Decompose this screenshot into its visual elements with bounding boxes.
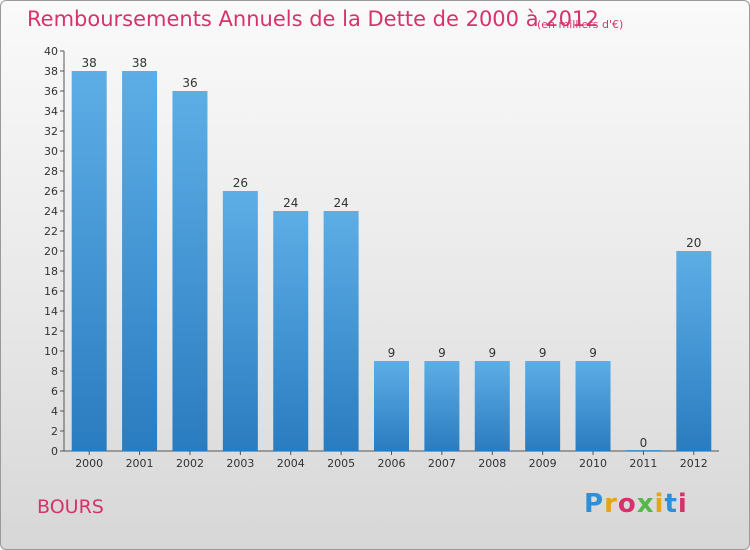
chart-bars: 38 38 36 26 24 24 9 9 9 9 9 0 20 bbox=[71, 56, 712, 451]
bar-2000 bbox=[71, 71, 107, 451]
bar-2003 bbox=[222, 191, 258, 451]
x-tick-label: 2003 bbox=[226, 457, 254, 470]
bar-2008 bbox=[474, 361, 510, 451]
y-tick-label: 24 bbox=[44, 205, 58, 218]
y-tick-label: 18 bbox=[44, 265, 58, 278]
data-label-2009: 9 bbox=[539, 346, 547, 360]
y-tick-label: 2 bbox=[51, 425, 58, 438]
data-label-2005: 24 bbox=[333, 196, 348, 210]
y-tick-label: 34 bbox=[44, 105, 58, 118]
data-label-2012: 20 bbox=[686, 236, 701, 250]
place-name: BOURS bbox=[37, 496, 104, 518]
y-tick-label: 40 bbox=[44, 45, 58, 58]
y-tick-label: 14 bbox=[44, 305, 58, 318]
x-tick-label: 2009 bbox=[529, 457, 557, 470]
y-tick-label: 26 bbox=[44, 185, 58, 198]
data-label-2011: 0 bbox=[640, 436, 648, 450]
x-tick-label: 2008 bbox=[478, 457, 506, 470]
x-tick-label: 2011 bbox=[629, 457, 657, 470]
data-label-2008: 9 bbox=[488, 346, 496, 360]
y-tick-label: 16 bbox=[44, 285, 58, 298]
data-label-2006: 9 bbox=[388, 346, 396, 360]
bar-2002 bbox=[172, 91, 208, 451]
y-tick-label: 36 bbox=[44, 85, 58, 98]
bar-2001 bbox=[122, 71, 158, 451]
logo-letter: r bbox=[604, 489, 618, 519]
y-tick-label: 4 bbox=[51, 405, 58, 418]
bar-2011 bbox=[625, 450, 661, 451]
x-tick-label: 2007 bbox=[428, 457, 456, 470]
x-tick-label: 2010 bbox=[579, 457, 607, 470]
x-tick-label: 2000 bbox=[75, 457, 103, 470]
chart-unit: (en milliers d'€) bbox=[537, 18, 624, 31]
bar-2005 bbox=[323, 211, 359, 451]
bar-2006 bbox=[374, 361, 409, 451]
logo-letter: P bbox=[584, 489, 605, 519]
x-tick-label: 2001 bbox=[126, 457, 154, 470]
data-label-2002: 36 bbox=[182, 76, 197, 90]
logo-letter: o bbox=[617, 489, 637, 519]
logo-letter: t bbox=[664, 489, 678, 519]
y-tick-label: 28 bbox=[44, 165, 58, 178]
data-label-2004: 24 bbox=[283, 196, 298, 210]
x-tick-label: 2004 bbox=[277, 457, 305, 470]
chart-axes: 0246810121416182022242628303234363840200… bbox=[44, 45, 719, 470]
data-label-2010: 9 bbox=[589, 346, 597, 360]
data-label-2001: 38 bbox=[132, 56, 147, 70]
y-tick-label: 6 bbox=[51, 385, 58, 398]
x-tick-label: 2002 bbox=[176, 457, 204, 470]
data-label-2007: 9 bbox=[438, 346, 446, 360]
bar-2010 bbox=[575, 361, 611, 451]
bar-2007 bbox=[424, 361, 460, 451]
x-tick-label: 2012 bbox=[680, 457, 708, 470]
y-tick-label: 30 bbox=[44, 145, 58, 158]
bar-2004 bbox=[273, 211, 309, 451]
chart-title: Remboursements Annuels de la Dette de 20… bbox=[27, 7, 599, 31]
y-tick-label: 38 bbox=[44, 65, 58, 78]
bar-2009 bbox=[525, 361, 561, 451]
y-tick-label: 32 bbox=[44, 125, 58, 138]
y-tick-label: 20 bbox=[44, 245, 58, 258]
y-tick-label: 0 bbox=[51, 445, 58, 458]
y-tick-label: 10 bbox=[44, 345, 58, 358]
logo-letter: i bbox=[677, 489, 688, 519]
proxiti-logo[interactable]: Proxiti bbox=[584, 489, 688, 519]
y-tick-label: 22 bbox=[44, 225, 58, 238]
logo-letter: x bbox=[636, 489, 655, 519]
data-label-2003: 26 bbox=[233, 176, 248, 190]
y-tick-label: 12 bbox=[44, 325, 58, 338]
y-tick-label: 8 bbox=[51, 365, 58, 378]
x-tick-label: 2005 bbox=[327, 457, 355, 470]
bar-2012 bbox=[676, 251, 712, 451]
data-label-2000: 38 bbox=[82, 56, 97, 70]
logo-letter: i bbox=[654, 489, 665, 519]
x-tick-label: 2006 bbox=[378, 457, 406, 470]
